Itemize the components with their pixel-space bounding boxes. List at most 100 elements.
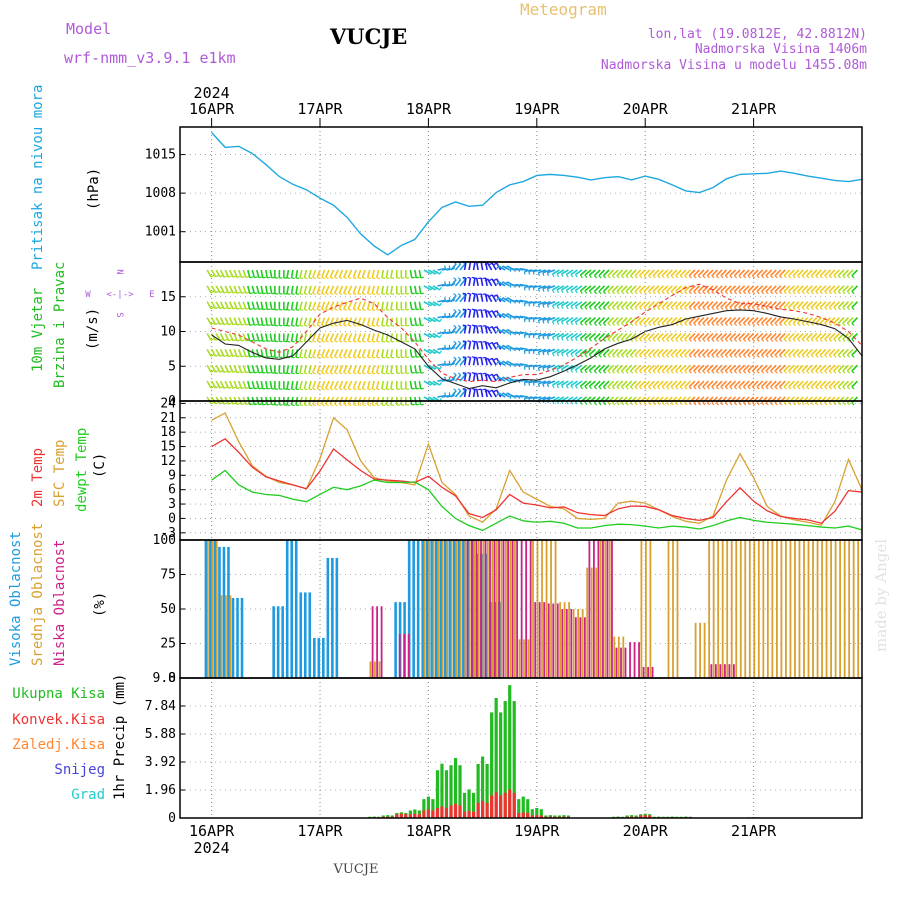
- wind-barb: [756, 402, 760, 406]
- wind-barb: [806, 386, 810, 390]
- wind-barb: [236, 371, 241, 374]
- wind-barb: [616, 354, 620, 358]
- cloud-mid-bar: [843, 540, 846, 678]
- wind-barb: [697, 306, 701, 311]
- wind-barb: [321, 301, 326, 310]
- wind-tick-label: 10: [160, 325, 176, 340]
- cloud-low-bar: [484, 540, 487, 678]
- wind-barb: [446, 331, 455, 335]
- wind-barb: [670, 306, 674, 311]
- wind-barb: [733, 291, 738, 295]
- wind-barb: [416, 387, 420, 390]
- wind-barb: [265, 349, 268, 358]
- wind-barb: [312, 285, 317, 294]
- wind-barb: [733, 364, 741, 372]
- wind-barb: [308, 356, 313, 359]
- wind-barb: [593, 285, 601, 293]
- wind-barb: [652, 338, 656, 342]
- cloud-mid-bar: [229, 595, 232, 678]
- wind-barb: [299, 308, 304, 311]
- cloud-mid-bar: [721, 540, 724, 678]
- wind-barb: [765, 301, 773, 308]
- wind-barb: [347, 269, 353, 278]
- wind-barb: [584, 385, 588, 390]
- precip-conv-bar: [417, 814, 421, 818]
- wind-barb: [743, 354, 747, 358]
- wind-barb: [390, 380, 394, 390]
- wind-barb: [371, 380, 375, 390]
- wind-barb: [321, 388, 325, 391]
- pressure-ylabel: Pritisak na nivou mora: [30, 85, 46, 270]
- precip-conv-bar: [639, 815, 643, 818]
- wind-barb: [652, 402, 656, 406]
- cloud-mid-bar: [446, 540, 449, 678]
- wind-barb: [621, 322, 625, 326]
- wind-barb: [338, 269, 344, 278]
- precip-legend: Ukupna Kisa Konvek.Kisa Zaledj.Kisa Snij…: [12, 686, 105, 803]
- wind-barb: [486, 357, 493, 366]
- cloud-low-bar: [407, 633, 410, 678]
- wind-barb: [760, 317, 768, 324]
- wind-barb: [385, 349, 389, 358]
- wind-barb: [439, 382, 442, 386]
- wind-barb: [846, 269, 854, 277]
- wind-barb: [588, 364, 597, 372]
- wind-barb: [528, 334, 531, 339]
- cloud-low-bar: [475, 540, 478, 678]
- wind-barb: [769, 348, 777, 356]
- wind-barb: [454, 295, 462, 303]
- wind-barb: [783, 301, 791, 308]
- wind-barb: [362, 356, 366, 359]
- wind-barb: [792, 301, 800, 308]
- wind-barb: [565, 348, 574, 355]
- wind-barb: [420, 292, 425, 295]
- cloud-high-bar: [204, 540, 208, 678]
- wind-barb: [480, 341, 484, 350]
- cloud-low-bar: [565, 609, 568, 678]
- wind-barb: [729, 380, 737, 388]
- wind-barb: [325, 340, 329, 343]
- wind-barb: [797, 301, 804, 308]
- wind-barb: [206, 348, 212, 357]
- wind-barb: [546, 336, 549, 340]
- wind-barb: [751, 317, 759, 324]
- wind-barb: [661, 291, 665, 295]
- wind-barb: [428, 348, 436, 355]
- wind-barb: [684, 386, 688, 390]
- wind-barb: [738, 317, 746, 324]
- wind-barb: [738, 364, 746, 372]
- wind-barb: [815, 338, 819, 342]
- wind-barb: [706, 306, 710, 311]
- wind-barb: [570, 364, 578, 371]
- wind-barb: [411, 292, 416, 295]
- wind-barb: [824, 285, 831, 293]
- wind-barb: [801, 291, 805, 295]
- wind-barb: [321, 269, 326, 278]
- precip-total-bar: [426, 796, 431, 818]
- wind-barb: [561, 301, 569, 307]
- wind-barb: [724, 332, 732, 340]
- wind-barb: [246, 365, 251, 374]
- wind-barb: [761, 354, 765, 358]
- wind-barb: [607, 402, 611, 406]
- wind-barb: [715, 269, 723, 277]
- cloud-mid-bar: [374, 661, 376, 678]
- cloud-low-bar: [403, 633, 406, 678]
- wind-barb: [788, 301, 795, 308]
- date-label-top: 16APR: [189, 100, 235, 118]
- legend-ukupna: Ukupna Kisa: [12, 686, 105, 702]
- precip-total-bar: [449, 765, 453, 818]
- cloud-low-bar: [620, 647, 622, 678]
- wind-barb: [702, 306, 706, 311]
- wind-barb: [237, 317, 243, 326]
- wind-barb: [206, 364, 212, 373]
- wind-barb: [693, 306, 697, 311]
- wind-barb: [242, 301, 247, 310]
- wind-barb: [480, 373, 484, 382]
- wind-barb: [361, 364, 366, 374]
- wind-barb: [688, 285, 696, 293]
- wind-barb: [260, 365, 264, 374]
- wind-barb: [770, 370, 774, 374]
- wind-barb: [574, 353, 578, 357]
- wind-barb: [459, 279, 466, 287]
